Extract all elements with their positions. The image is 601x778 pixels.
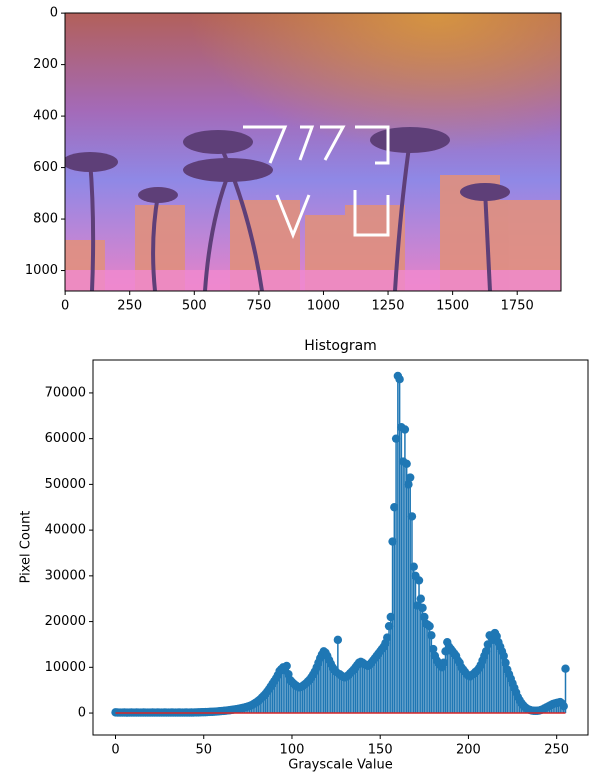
stem-marker [418, 603, 427, 613]
stem-marker [386, 612, 395, 622]
stem-marker [428, 644, 438, 654]
y-axis-label: Pixel Count [19, 511, 34, 584]
y-tick-label: 800 [33, 212, 58, 227]
x-tick-label: 1500 [436, 299, 469, 314]
y-tick-label: 60000 [45, 431, 86, 446]
y-tick-label: 20000 [45, 614, 86, 629]
x-tick-label: 100 [280, 743, 305, 758]
stem-marker [501, 658, 510, 667]
y-tick-label: 0 [50, 6, 58, 21]
x-tick-label: 500 [182, 299, 207, 314]
x-tick-label: 1250 [371, 299, 404, 314]
stem-marker [395, 375, 404, 384]
x-tick-label: 250 [544, 743, 569, 758]
stem-marker [481, 647, 491, 656]
y-tick-label: 400 [33, 109, 58, 124]
stem-marker [409, 562, 418, 571]
x-tick-label: 0 [111, 743, 119, 758]
plot-frame [92, 359, 589, 736]
stem-marker [390, 503, 399, 512]
x-tick-label: 1750 [501, 299, 534, 314]
stem-marker [406, 473, 415, 482]
y-tick-label: 40000 [45, 523, 86, 538]
stem-marker [402, 459, 411, 469]
x-tick-label: 750 [246, 299, 271, 314]
chart-title: Histogram [304, 338, 377, 354]
stem-marker [391, 434, 401, 443]
stem-marker [425, 621, 434, 631]
stem-marker [384, 621, 394, 631]
stem-marker [383, 633, 392, 642]
stem-marker [400, 425, 410, 434]
y-tick-label: 70000 [45, 385, 86, 400]
y-tick-label: 0 [78, 706, 86, 721]
stem-marker [407, 512, 417, 521]
stem-marker [416, 594, 425, 603]
y-tick-label: 10000 [45, 660, 86, 675]
stem-marker [414, 576, 424, 585]
y-tick-label: 200 [33, 57, 58, 72]
stem-marker [282, 661, 291, 671]
x-tick-label: 0 [61, 299, 69, 314]
x-tick-label: 50 [195, 743, 212, 758]
stem-marker [388, 537, 397, 546]
y-tick-label: 50000 [45, 477, 86, 492]
image-frame [64, 12, 562, 292]
y-tick-label: 1000 [25, 263, 58, 278]
stem-marker [420, 612, 429, 622]
stem-marker [427, 631, 436, 640]
photo [65, 13, 561, 291]
x-axis-label: Grayscale Value [288, 758, 392, 773]
stem-marker [404, 480, 413, 489]
stem-marker [333, 635, 343, 645]
y-tick-label: 30000 [45, 568, 86, 583]
stem-marker [559, 701, 568, 711]
stem-marker [439, 658, 448, 667]
x-tick-label: 150 [368, 743, 393, 758]
stem-marker [561, 664, 570, 673]
y-tick-label: 600 [33, 160, 58, 175]
stem-marker [499, 651, 508, 661]
x-tick-label: 250 [117, 299, 142, 314]
x-tick-label: 1000 [307, 299, 340, 314]
x-tick-label: 200 [456, 743, 481, 758]
